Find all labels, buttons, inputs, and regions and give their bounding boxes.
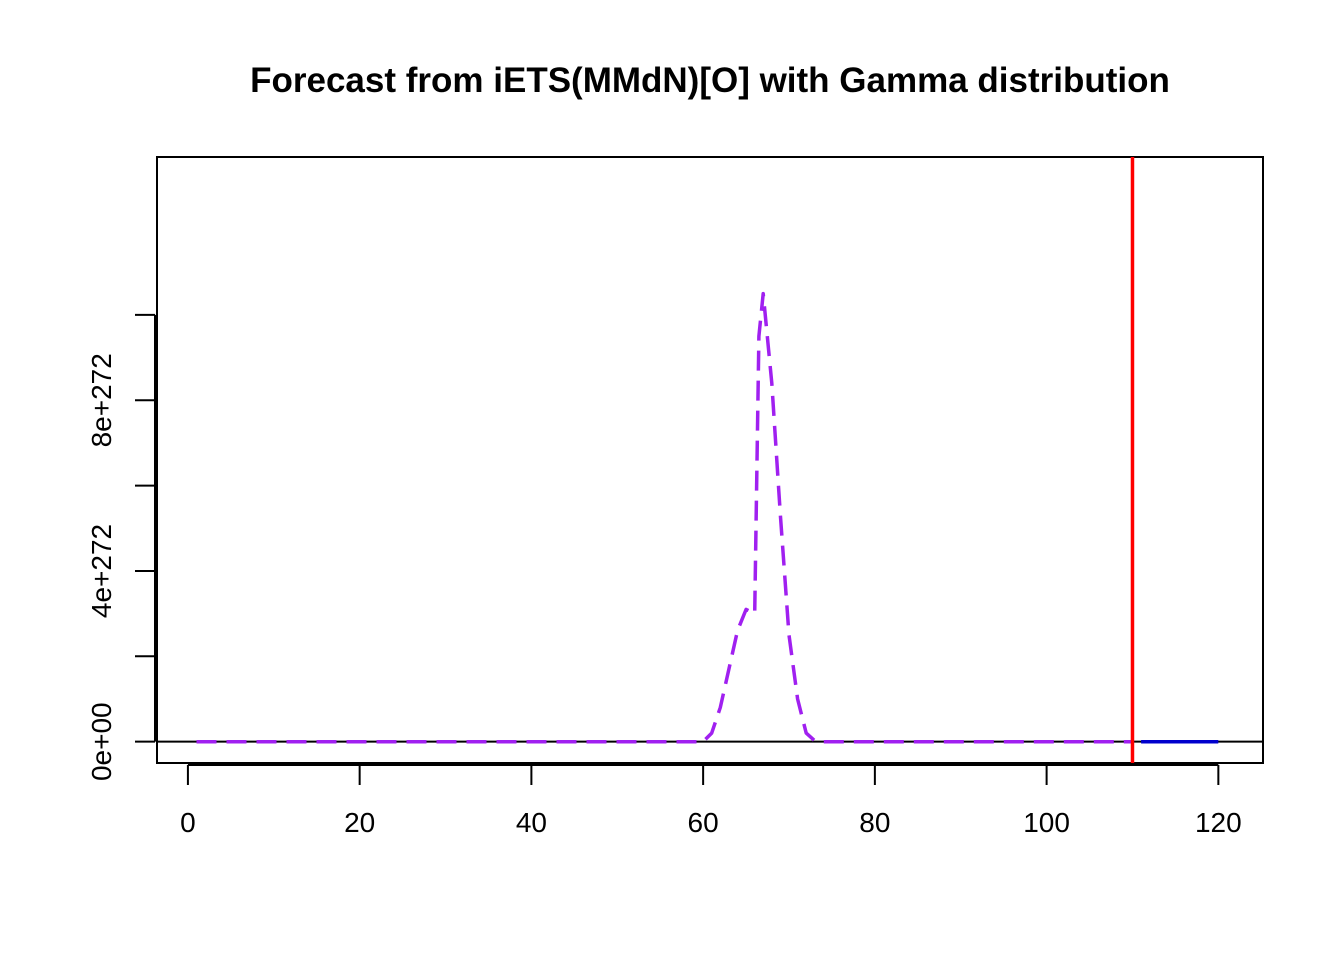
x-tick-label-0: 0: [180, 807, 196, 838]
chart-marks: [157, 157, 1263, 763]
y-tick-label-0: 0e+00: [86, 702, 117, 781]
x-tick-label-60: 60: [688, 807, 719, 838]
x-tick-label-40: 40: [516, 807, 547, 838]
y-tick-label-1: 4e+272: [86, 524, 117, 618]
x-tick-label-80: 80: [859, 807, 890, 838]
x-tick-label-100: 100: [1023, 807, 1070, 838]
chart-title: Forecast from iETS(MMdN)[O] with Gamma d…: [250, 61, 1170, 100]
chart-axes: 0 20 40 60 80 100 120 0e+00 4e+272 8e+272: [86, 313, 1242, 838]
x-tick-label-20: 20: [344, 807, 375, 838]
y-tick-label-2: 8e+272: [86, 353, 117, 447]
x-tick-label-120: 120: [1195, 807, 1242, 838]
series-line-0: [196, 291, 1133, 744]
plot-frame: [156, 156, 1264, 764]
